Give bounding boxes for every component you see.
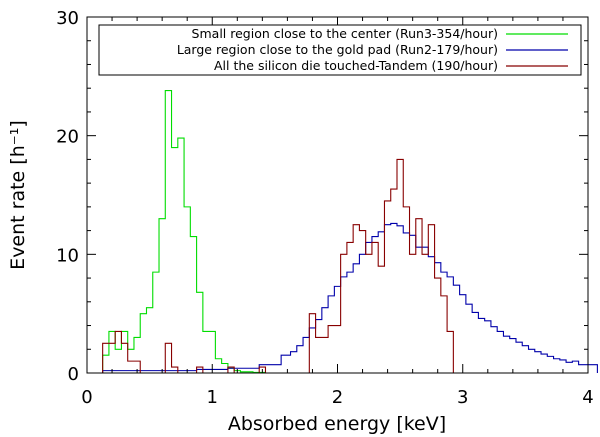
legend-label-large-region: Large region close to the gold pad (Run2… (177, 42, 498, 57)
x-axis-label: Absorbed energy [keV] (228, 413, 446, 435)
x-tick-label: 1 (207, 387, 218, 408)
ticks-layer: 0 1 2 3 4 0 10 20 30 (56, 8, 594, 408)
legend-entry-large-region: Large region close to the gold pad (Run2… (177, 42, 568, 57)
y-tick-label: 10 (56, 245, 79, 266)
legend-entry-small-region: Small region close to the center (Run3-3… (192, 26, 568, 41)
y-tick-label: 0 (68, 364, 79, 385)
x-tick-label: 4 (582, 387, 593, 408)
y-tick-label: 30 (56, 8, 79, 29)
legend-label-small-region: Small region close to the center (Run3-3… (192, 26, 498, 41)
x-tick-label: 2 (332, 387, 343, 408)
x-tick-label: 3 (457, 387, 468, 408)
x-tick-label: 0 (81, 387, 92, 408)
legend-box (98, 24, 582, 76)
legend-label-silicon-die: All the silicon die touched-Tandem (190/… (214, 58, 498, 73)
y-axis-label: Event rate [h⁻¹] (7, 120, 29, 270)
legend: Small region close to the center (Run3-3… (98, 24, 582, 76)
y-tick-label: 20 (56, 127, 79, 148)
legend-entry-silicon-die: All the silicon die touched-Tandem (190/… (214, 58, 568, 73)
